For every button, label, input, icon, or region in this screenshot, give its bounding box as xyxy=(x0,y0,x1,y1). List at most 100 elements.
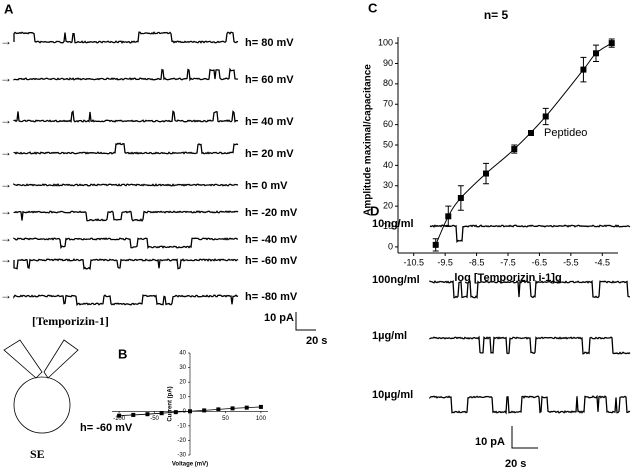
y-tick-label: 100 xyxy=(378,37,393,47)
x-tick-label: -9.5 xyxy=(437,257,453,267)
point xyxy=(159,411,164,416)
point xyxy=(511,146,518,153)
y-tick-label: 0 xyxy=(388,241,393,251)
point xyxy=(445,213,452,220)
y-tick-label: 30 xyxy=(179,365,186,371)
x-tick-label: -100 xyxy=(113,416,126,422)
inset-holding: h= -60 mV xyxy=(80,422,133,434)
arrow: → xyxy=(0,288,12,302)
y-tick-label: 80 xyxy=(383,78,393,88)
point xyxy=(483,170,489,177)
legend-marker xyxy=(528,130,534,136)
channel-trace xyxy=(429,394,631,415)
arrow: → xyxy=(0,177,12,191)
x-tick-label: 50 xyxy=(222,416,229,422)
channel-trace xyxy=(13,31,238,44)
point xyxy=(216,407,221,412)
point xyxy=(608,40,615,47)
channel-trace xyxy=(13,67,239,82)
scale-bar xyxy=(511,426,538,449)
y-axis-label: Current (pA) xyxy=(168,386,174,421)
y-tick-label: 30 xyxy=(383,180,393,190)
panel-label: C xyxy=(368,0,378,15)
holding-label: h= -80 mV xyxy=(245,291,298,303)
point xyxy=(593,50,599,57)
arrow: → xyxy=(0,145,12,159)
chart-title: n= 5 xyxy=(484,8,509,22)
channel-trace xyxy=(13,294,239,307)
point xyxy=(258,404,263,409)
cell-drawing xyxy=(3,339,79,434)
y-tick-label: 40 xyxy=(383,160,393,170)
arrow: → xyxy=(0,34,12,48)
channel-trace xyxy=(13,142,239,155)
channel-trace xyxy=(13,210,239,222)
x-axis-label: log [Temporizin i-1]g xyxy=(454,272,561,284)
x-tick-label: -50 xyxy=(150,416,159,422)
holding-label: h= -20 mV xyxy=(245,207,298,219)
x-tick-label: -7.5 xyxy=(500,257,516,267)
point xyxy=(244,405,249,410)
holding-label: h= -60 mV xyxy=(245,255,298,267)
channel-trace xyxy=(429,224,631,244)
scale-current: 10 pA xyxy=(475,436,505,448)
concentration-label: 100ng/ml xyxy=(372,274,420,286)
electrode-label: SE xyxy=(30,447,45,461)
x-tick-label: -8.5 xyxy=(469,257,485,267)
x-tick-label: 100 xyxy=(256,416,267,422)
channel-trace xyxy=(13,258,239,271)
point xyxy=(202,408,207,413)
holding-label: h= 80 mV xyxy=(245,37,294,49)
concentration-label: 10ng/ml xyxy=(372,218,414,230)
point xyxy=(457,194,464,201)
y-tick-label: -10 xyxy=(177,423,186,429)
x-tick-label: -10.5 xyxy=(403,257,424,267)
legend-label: Peptideo xyxy=(544,127,587,139)
channel-trace xyxy=(13,183,239,187)
point xyxy=(542,113,549,120)
arrow: → xyxy=(0,231,12,245)
y-tick-label: 70 xyxy=(383,99,393,109)
channel-trace xyxy=(429,279,631,299)
scale-time: 20 s xyxy=(505,458,526,470)
arrow: → xyxy=(0,71,12,85)
point xyxy=(580,66,587,73)
panel-label: A xyxy=(4,1,14,16)
panel-label: D xyxy=(370,203,379,218)
x-tick-label: -4.5 xyxy=(595,257,611,267)
channel-trace xyxy=(13,110,239,124)
point xyxy=(117,413,122,418)
y-axis-label: Amplitude maximal/capacitance xyxy=(363,64,374,216)
panel-label: B xyxy=(118,346,127,361)
holding-label: h= 0 mV xyxy=(245,180,288,192)
holding-label: h= 40 mV xyxy=(245,116,294,128)
scale-time: 20 s xyxy=(306,335,327,347)
point xyxy=(188,409,192,414)
y-tick-label: 10 xyxy=(383,221,393,231)
y-tick-label: 20 xyxy=(383,201,393,211)
y-tick-label: 40 xyxy=(179,351,186,357)
y-tick-label: -20 xyxy=(177,438,186,444)
x-tick-label: -5.5 xyxy=(563,257,579,267)
inset-title: [Temporizin-1] xyxy=(32,314,109,328)
x-axis-label: Voltage (mV) xyxy=(172,462,208,468)
holding-label: h= -40 mV xyxy=(245,234,298,246)
arrow: → xyxy=(0,252,12,266)
point xyxy=(432,241,439,248)
arrow: → xyxy=(0,204,12,218)
holding-label: h= 60 mV xyxy=(245,74,294,86)
point xyxy=(145,412,150,417)
scale-current: 10 pA xyxy=(264,312,294,324)
point xyxy=(131,412,136,417)
fit-curve xyxy=(435,42,612,246)
point xyxy=(230,406,235,411)
y-tick-label: 10 xyxy=(179,394,186,400)
y-tick-label: 90 xyxy=(383,58,393,68)
concentration-label: 1µg/ml xyxy=(372,330,407,342)
scale-bar xyxy=(295,312,316,331)
y-tick-label: 50 xyxy=(383,139,393,149)
point xyxy=(173,410,178,415)
y-tick-label: 20 xyxy=(179,380,186,386)
channel-trace xyxy=(429,335,631,355)
